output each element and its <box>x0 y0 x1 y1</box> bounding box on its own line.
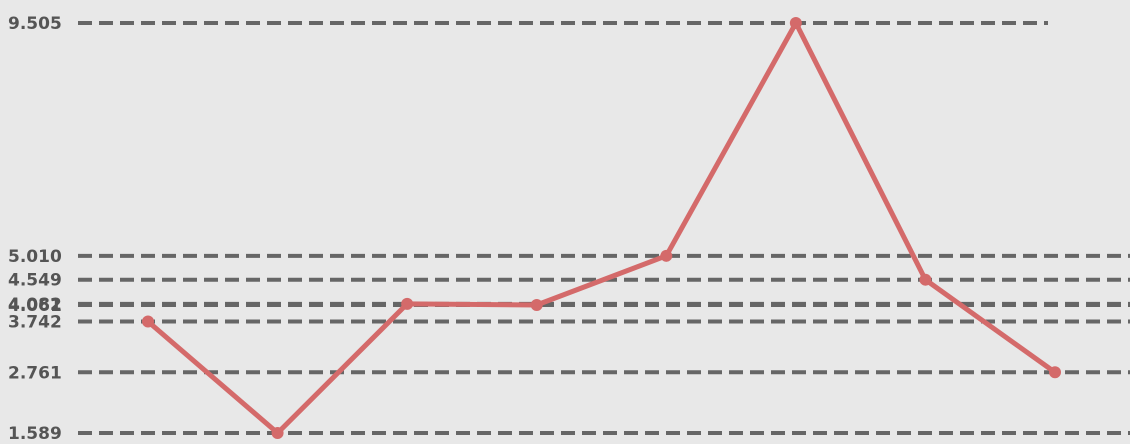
y-tick-label: 9.505 <box>8 14 62 34</box>
series-layer <box>142 17 1061 439</box>
data-point <box>142 315 154 328</box>
y-tick-label: 2.761 <box>8 363 62 383</box>
grid-lines <box>78 21 1130 435</box>
y-tick-label: 3.742 <box>8 312 62 332</box>
y-tick-label: 4.549 <box>8 271 62 291</box>
data-point <box>789 17 802 29</box>
data-point <box>401 297 414 310</box>
series-line <box>145 20 1058 436</box>
data-point <box>530 298 543 311</box>
y-tick-label: 5.010 <box>8 247 62 267</box>
data-point <box>271 427 284 439</box>
y-tick-label: 4.082 <box>8 295 62 315</box>
data-point <box>1049 366 1061 379</box>
y-tick-label: 4.061 <box>8 296 62 316</box>
data-point <box>919 273 932 286</box>
y-tick-label: 1.589 <box>8 424 62 444</box>
data-point <box>660 249 673 262</box>
